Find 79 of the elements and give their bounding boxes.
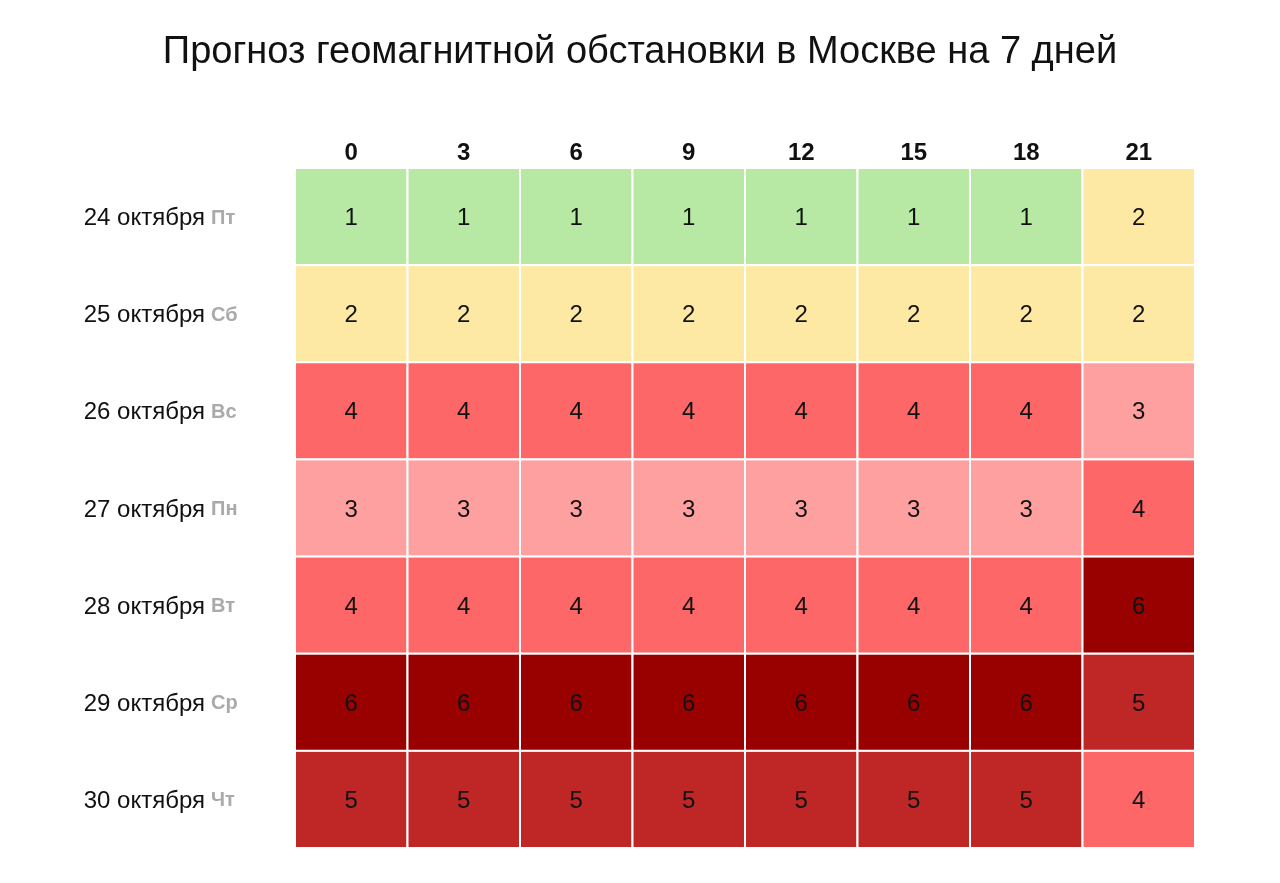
data-label: 5 (1019, 785, 1033, 813)
y-tick-label: 30 октября (83, 785, 205, 813)
data-label: 5 (1132, 688, 1146, 716)
data-label: 1 (682, 203, 696, 231)
data-label: 4 (907, 591, 921, 619)
y-tick-label: 27 октября (83, 494, 205, 522)
chart-title: Прогноз геомагнитной обстановки в Москве на 7 дней (161, 28, 1119, 73)
data-label: 4 (794, 397, 808, 425)
y2-tick-label: Пн (211, 497, 238, 519)
data-label: 5 (682, 785, 696, 813)
y-tick-label: 26 октября (83, 397, 205, 425)
data-label: 4 (1132, 785, 1146, 813)
data-label: 4 (344, 397, 358, 425)
data-label: 5 (569, 785, 583, 813)
x-tick-label: 0 (344, 138, 358, 165)
data-label: 6 (1019, 688, 1033, 716)
x-tick-label: 15 (900, 138, 928, 165)
data-label: 2 (344, 300, 358, 328)
data-label: 4 (457, 397, 471, 425)
data-label: 5 (794, 785, 808, 813)
data-label: 2 (1132, 203, 1146, 231)
data-label: 1 (794, 203, 808, 231)
x-tick-label: 6 (569, 138, 583, 165)
data-label: 4 (682, 591, 696, 619)
data-label: 5 (344, 785, 358, 813)
data-label: 4 (1019, 397, 1033, 425)
y-tick-label: 24 октября (83, 203, 205, 231)
data-label: 1 (457, 203, 471, 231)
data-label: 1 (907, 203, 921, 231)
data-label: 3 (794, 494, 808, 522)
data-label: 2 (1019, 300, 1033, 328)
data-label: 4 (569, 591, 583, 619)
x-tick-label: 9 (682, 138, 696, 165)
y-tick-label: 29 октября (83, 688, 205, 716)
data-label: 1 (344, 203, 358, 231)
data-label: 2 (682, 300, 696, 328)
data-label: 3 (344, 494, 358, 522)
y2-tick-label: Пт (211, 205, 236, 228)
data-label: 3 (457, 494, 471, 522)
data-label: 4 (1019, 591, 1033, 619)
data-label: 3 (569, 494, 583, 522)
x-tick-label: 18 (1012, 138, 1040, 165)
y2-tick-label: Сб (211, 302, 238, 325)
data-label: 2 (457, 300, 471, 328)
data-label: 2 (1132, 300, 1146, 328)
data-label: 3 (682, 494, 696, 522)
data-label: 6 (1132, 591, 1146, 619)
data-label: 1 (1019, 203, 1033, 231)
data-label: 1 (569, 203, 583, 231)
data-label: 2 (569, 300, 583, 328)
data-label: 2 (907, 300, 921, 328)
y-tick-label: 25 октября (83, 300, 205, 328)
y2-tick-label: Ср (211, 691, 238, 714)
data-label: 5 (907, 785, 921, 813)
data-label: 6 (907, 688, 921, 716)
data-label: 4 (569, 397, 583, 425)
data-label: 2 (794, 300, 808, 328)
data-label: 3 (907, 494, 921, 522)
data-label: 4 (907, 397, 921, 425)
data-label: 6 (569, 688, 583, 716)
x-tick-label: 3 (457, 138, 471, 165)
data-label: 6 (794, 688, 808, 716)
x-tick-label: 12 (787, 138, 815, 165)
y2-tick-label: Вт (211, 594, 236, 617)
data-label: 6 (457, 688, 471, 716)
data-label: 4 (682, 397, 696, 425)
data-label: 3 (1019, 494, 1033, 522)
data-label: 4 (457, 591, 471, 619)
data-label: 4 (344, 591, 358, 619)
y2-tick-label: Вс (211, 399, 237, 422)
data-label: 3 (1132, 397, 1146, 425)
y-tick-label: 28 октября (83, 591, 205, 619)
data-label: 4 (794, 591, 808, 619)
data-label: 6 (682, 688, 696, 716)
data-label: 4 (1132, 494, 1146, 522)
y2-tick-label: Чт (211, 788, 236, 811)
x-tick-label: 21 (1125, 138, 1153, 165)
data-label: 5 (457, 785, 471, 813)
data-label: 6 (344, 688, 358, 716)
